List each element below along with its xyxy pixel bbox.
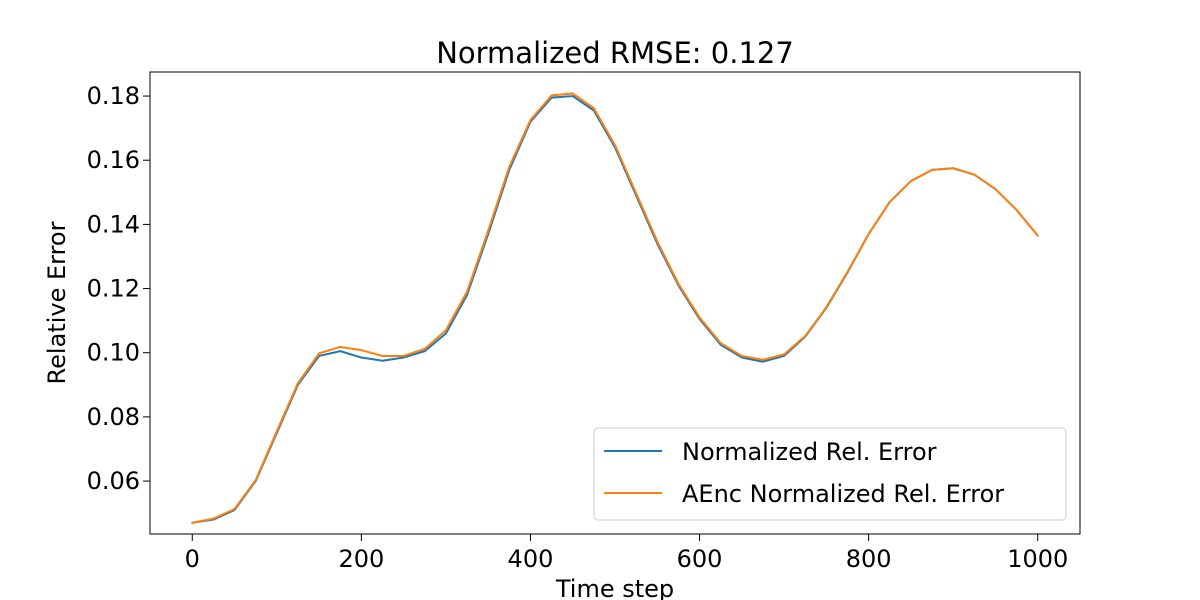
legend: Normalized Rel. Error AEnc Normalized Re… [593,427,1067,521]
x-tick-label: 200 [338,545,384,573]
y-axis: 0.06 0.08 0.10 0.12 0.14 0.16 0.18 [87,82,150,495]
y-axis-label: Relative Error [43,221,71,384]
series-line-aenc-normalized-rel-error [191,92,1039,524]
legend-box [593,427,1067,521]
series-layer [191,92,1039,524]
y-tick-label: 0.12 [87,275,140,303]
legend-label-aenc-normalized-rel-error: AEnc Normalized Rel. Error [682,480,1004,508]
x-axis-label: Time step [555,575,674,600]
y-tick-label: 0.08 [87,403,140,431]
x-tick-label: 1000 [1007,545,1068,573]
x-tick-label: 600 [677,545,723,573]
chart-title: Normalized RMSE: 0.127 [436,36,794,70]
x-tick-label: 800 [846,545,892,573]
legend-label-normalized-rel-error: Normalized Rel. Error [682,438,937,466]
y-tick-label: 0.14 [87,210,140,238]
y-tick-label: 0.18 [87,82,140,110]
x-tick-label: 0 [185,545,200,573]
y-tick-label: 0.16 [87,146,140,174]
plot-frame [149,71,1081,535]
y-tick-label: 0.06 [87,467,140,495]
x-tick-label: 400 [508,545,554,573]
x-axis: 0 200 400 600 800 1000 [185,534,1068,573]
y-tick-label: 0.10 [87,339,140,367]
